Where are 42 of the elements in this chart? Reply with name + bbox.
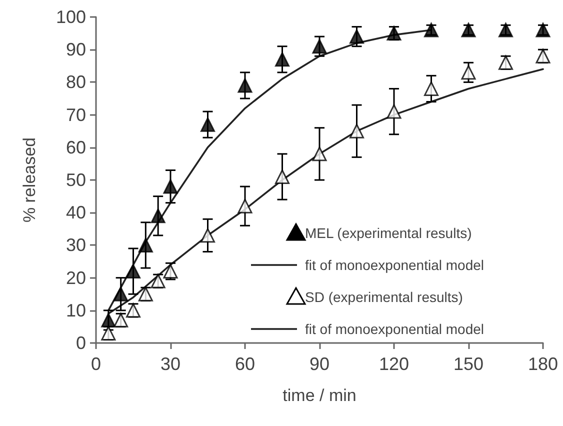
point: [275, 169, 290, 184]
point: [138, 238, 153, 252]
point: [350, 29, 364, 44]
x-tick-label: 30: [160, 354, 181, 374]
point: [163, 179, 178, 194]
point: [238, 78, 252, 93]
point: [114, 286, 128, 302]
x-axis-title: time / min: [282, 386, 356, 405]
point: [126, 264, 140, 279]
x-tick-label: 120: [378, 354, 410, 374]
legend-label: fit of monoexponential model: [305, 321, 484, 337]
x-tick-label: 0: [90, 354, 102, 374]
y-tick-label: 40: [66, 202, 86, 223]
y-tick-label: 80: [66, 72, 86, 92]
y-tick-label: 30: [66, 235, 86, 256]
point: [350, 124, 364, 138]
y-tick-label: 60: [66, 137, 86, 158]
x-tick-label: 180: [528, 354, 558, 374]
legend-label: SD (experimental results): [305, 289, 463, 305]
y-axis-title: % released: [20, 137, 39, 223]
y-tick-label: 100: [56, 7, 86, 27]
point: [312, 39, 327, 54]
y-tick-label: 10: [66, 300, 86, 320]
point: [424, 81, 438, 96]
x-tick-label: 150: [453, 354, 484, 374]
point: [200, 117, 215, 132]
legend-label: fit of monoexponential model: [305, 257, 484, 273]
point: [275, 52, 290, 67]
y-tick-label: 90: [66, 40, 86, 60]
point: [312, 146, 327, 162]
x-tick-label: 90: [309, 354, 330, 374]
y-tick-label: 20: [66, 268, 86, 288]
y-tick-label: 70: [66, 104, 86, 125]
point: [461, 65, 476, 80]
y-tick-label: 50: [66, 170, 86, 190]
point: [200, 228, 215, 243]
point: [150, 208, 166, 224]
point: [238, 198, 252, 214]
point: [386, 104, 402, 119]
legend-label: MEL (experimental results): [305, 225, 472, 241]
x-tick-label: 60: [234, 354, 256, 374]
y-tick-label: 0: [76, 333, 86, 353]
